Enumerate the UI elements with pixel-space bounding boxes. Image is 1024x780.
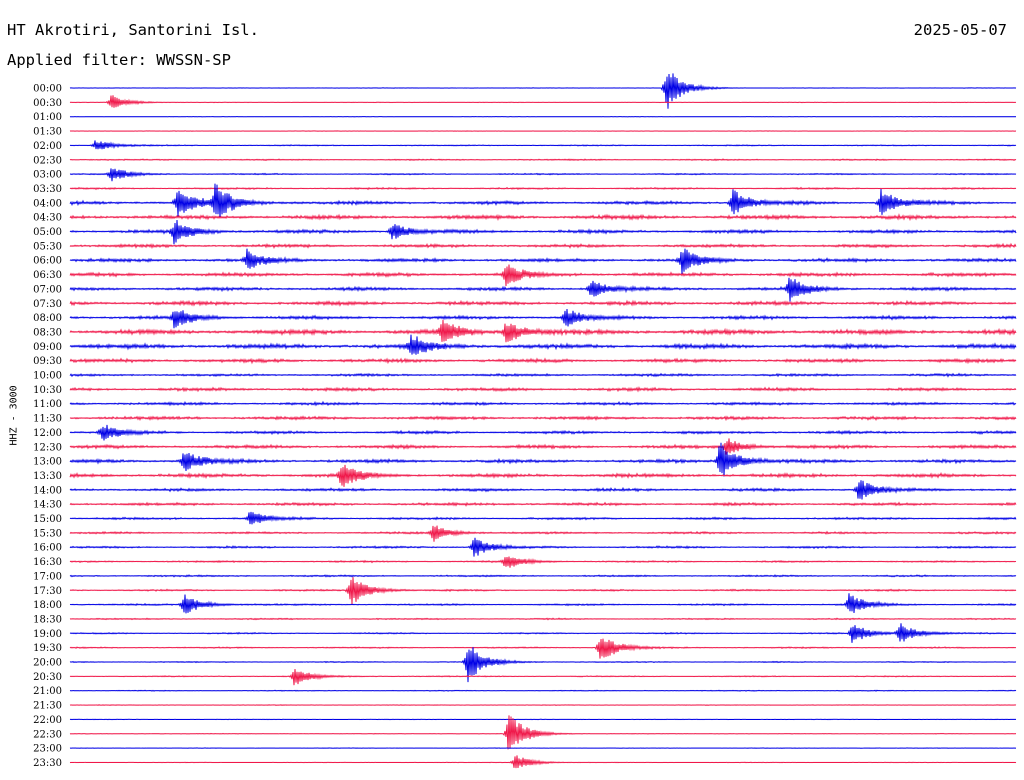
row-time-label: 11:30 [33,414,62,425]
trace-row-0400 [69,183,1017,218]
row-time-label: 15:00 [33,514,62,525]
trace-row-0230 [69,158,1017,162]
row-time-label: 20:00 [33,658,62,669]
row-time-label: 05:00 [33,227,62,238]
row-time-label: 03:00 [33,170,62,181]
trace-row-0130 [69,130,1017,132]
trace-row-0500 [69,219,1017,245]
row-time-label: 02:30 [33,155,62,166]
trace-row-0530 [69,242,1017,250]
row-time-label: 07:30 [33,299,62,310]
trace-row-0430 [69,213,1017,222]
trace-row-1530 [69,525,1017,542]
trace-row-1830 [69,617,1017,621]
row-time-label: 08:30 [33,327,62,338]
filter-label: Applied filter: WWSSN-SP [7,51,231,69]
row-time-label: 18:00 [33,600,62,611]
row-time-label: 19:30 [33,643,62,654]
trace-row-0200 [69,140,1017,150]
trace-row-0330 [69,186,1017,191]
date-label: 2025-05-07 [913,21,1007,39]
trace-row-2330 [69,755,1017,769]
trace-row-0800 [69,308,1017,329]
row-time-label: 14:00 [33,485,62,496]
trace-row-1700 [69,574,1017,578]
row-time-label: 10:30 [33,385,62,396]
row-time-label: 00:30 [33,98,62,109]
trace-row-1200 [69,424,1017,441]
trace-row-2300 [69,747,1017,749]
row-time-label: 04:30 [33,213,62,224]
trace-row-0600 [69,248,1017,274]
row-time-label: 17:00 [33,571,62,582]
trace-row-1600 [69,537,1017,557]
row-time-label: 12:30 [33,442,62,453]
trace-row-1300 [69,442,1017,477]
trace-row-0900 [69,334,1017,355]
row-time-label: 01:30 [33,127,62,138]
row-time-label: 21:30 [33,701,62,712]
trace-row-0030 [69,95,1017,108]
trace-row-0630 [69,264,1017,286]
trace-row-2200 [69,718,1017,721]
row-time-label: 10:00 [33,371,62,382]
row-time-label: 16:00 [33,543,62,554]
row-time-label: 02:00 [33,141,62,152]
trace-row-2030 [69,669,1017,686]
row-time-label: 13:30 [33,471,62,482]
trace-row-0730 [69,299,1017,307]
row-time-label: 23:00 [33,744,62,755]
row-time-label: 22:00 [33,715,62,726]
trace-row-2000 [69,647,1017,683]
trace-row-0830 [69,319,1017,343]
row-time-label: 07:00 [33,284,62,295]
row-time-label: 23:30 [33,758,62,769]
trace-row-1730 [69,577,1017,605]
trace-row-0300 [69,168,1017,182]
row-time-label: 13:00 [33,457,62,468]
row-time-label: 16:30 [33,557,62,568]
row-time-label: 00:00 [33,84,62,95]
row-time-label: 06:00 [33,256,62,267]
station-title: HT Akrotiri, Santorini Isl. [7,21,259,39]
row-time-label: 18:30 [33,614,62,625]
trace-row-1100 [69,400,1017,407]
trace-row-0700 [69,277,1017,302]
trace-row-2230 [69,715,1017,750]
row-time-label: 11:00 [33,399,62,410]
trace-row-0930 [69,357,1017,365]
trace-row-1330 [69,464,1017,487]
row-time-label: 06:30 [33,270,62,281]
row-time-label: 04:00 [33,198,62,209]
trace-row-2100 [69,689,1017,692]
row-time-label: 05:30 [33,241,62,252]
row-time-label: 12:00 [33,428,62,439]
trace-row-1000 [69,372,1017,378]
row-time-label: 22:30 [33,729,62,740]
trace-row-1030 [69,386,1017,393]
trace-row-1430 [69,501,1017,507]
trace-row-1930 [69,638,1017,659]
row-time-label: 08:00 [33,313,62,324]
row-time-label: 09:00 [33,342,62,353]
row-time-label: 09:30 [33,356,62,367]
trace-row-1500 [69,511,1017,525]
trace-row-1400 [69,480,1017,500]
trace-row-1630 [69,556,1017,568]
row-time-label: 21:00 [33,686,62,697]
trace-row-2130 [69,704,1017,706]
trace-row-0000 [69,73,1017,109]
trace-row-1800 [69,593,1017,614]
row-time-label: 19:00 [33,629,62,640]
trace-row-1230 [69,438,1017,455]
row-time-label: 15:30 [33,528,62,539]
trace-row-1900 [69,623,1017,643]
row-time-label: 03:30 [33,184,62,195]
row-time-label: 20:30 [33,672,62,683]
row-time-label: 17:30 [33,586,62,597]
row-time-label: 14:30 [33,500,62,511]
trace-row-1130 [69,415,1017,422]
row-time-label: 01:00 [33,112,62,123]
